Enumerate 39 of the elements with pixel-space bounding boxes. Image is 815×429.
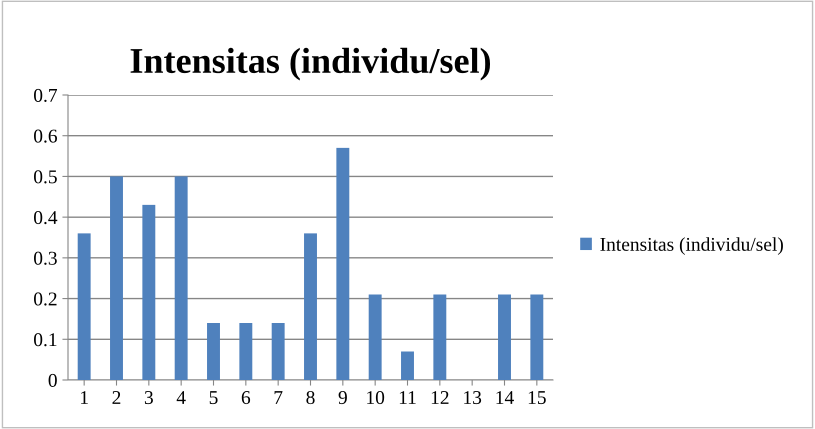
x-tick-label: 7 xyxy=(274,391,282,404)
bar xyxy=(272,323,285,380)
chart-title: Intensitas (individu/sel) xyxy=(130,48,490,80)
bar xyxy=(336,148,350,380)
x-tick-label: 9 xyxy=(338,391,347,404)
x-tick-label: 8 xyxy=(306,390,315,404)
bar xyxy=(368,294,382,380)
x-tick-label: 5 xyxy=(210,391,218,404)
bar xyxy=(207,323,220,380)
x-tick-label: 6 xyxy=(242,391,250,404)
y-tick-label: 0 xyxy=(48,374,57,387)
y-tick-label: 0.4 xyxy=(34,210,58,224)
bar xyxy=(142,204,156,380)
y-tick-label: 0.7 xyxy=(34,88,58,102)
bar xyxy=(401,352,414,380)
bar xyxy=(110,176,123,380)
y-tick-label: 0.2 xyxy=(34,292,57,306)
y-tick-label: 0.6 xyxy=(34,130,58,143)
legend-label: Intensitas (individu/sel) xyxy=(600,237,783,255)
bar xyxy=(498,294,511,380)
bar xyxy=(239,323,252,380)
x-tick-label: 1 xyxy=(81,391,88,404)
bar xyxy=(433,294,446,380)
bar xyxy=(78,233,91,380)
x-tick-label: 15 xyxy=(528,391,546,404)
x-tick-label: 13 xyxy=(464,391,482,404)
bar xyxy=(174,176,188,380)
x-tick-label: 11 xyxy=(400,391,416,404)
x-tick-label: 4 xyxy=(176,391,186,404)
bar xyxy=(530,294,544,380)
bar xyxy=(304,233,317,380)
x-tick-label: 10 xyxy=(367,390,384,404)
x-tick-label: 2 xyxy=(112,391,120,404)
x-tick-label: 12 xyxy=(432,391,448,404)
y-tick-label: 0.1 xyxy=(34,333,56,346)
y-tick-label: 0.5 xyxy=(34,170,57,184)
x-tick-label: 3 xyxy=(144,391,153,404)
x-tick-label: 14 xyxy=(496,391,514,404)
y-tick-label: 0.3 xyxy=(34,252,57,265)
